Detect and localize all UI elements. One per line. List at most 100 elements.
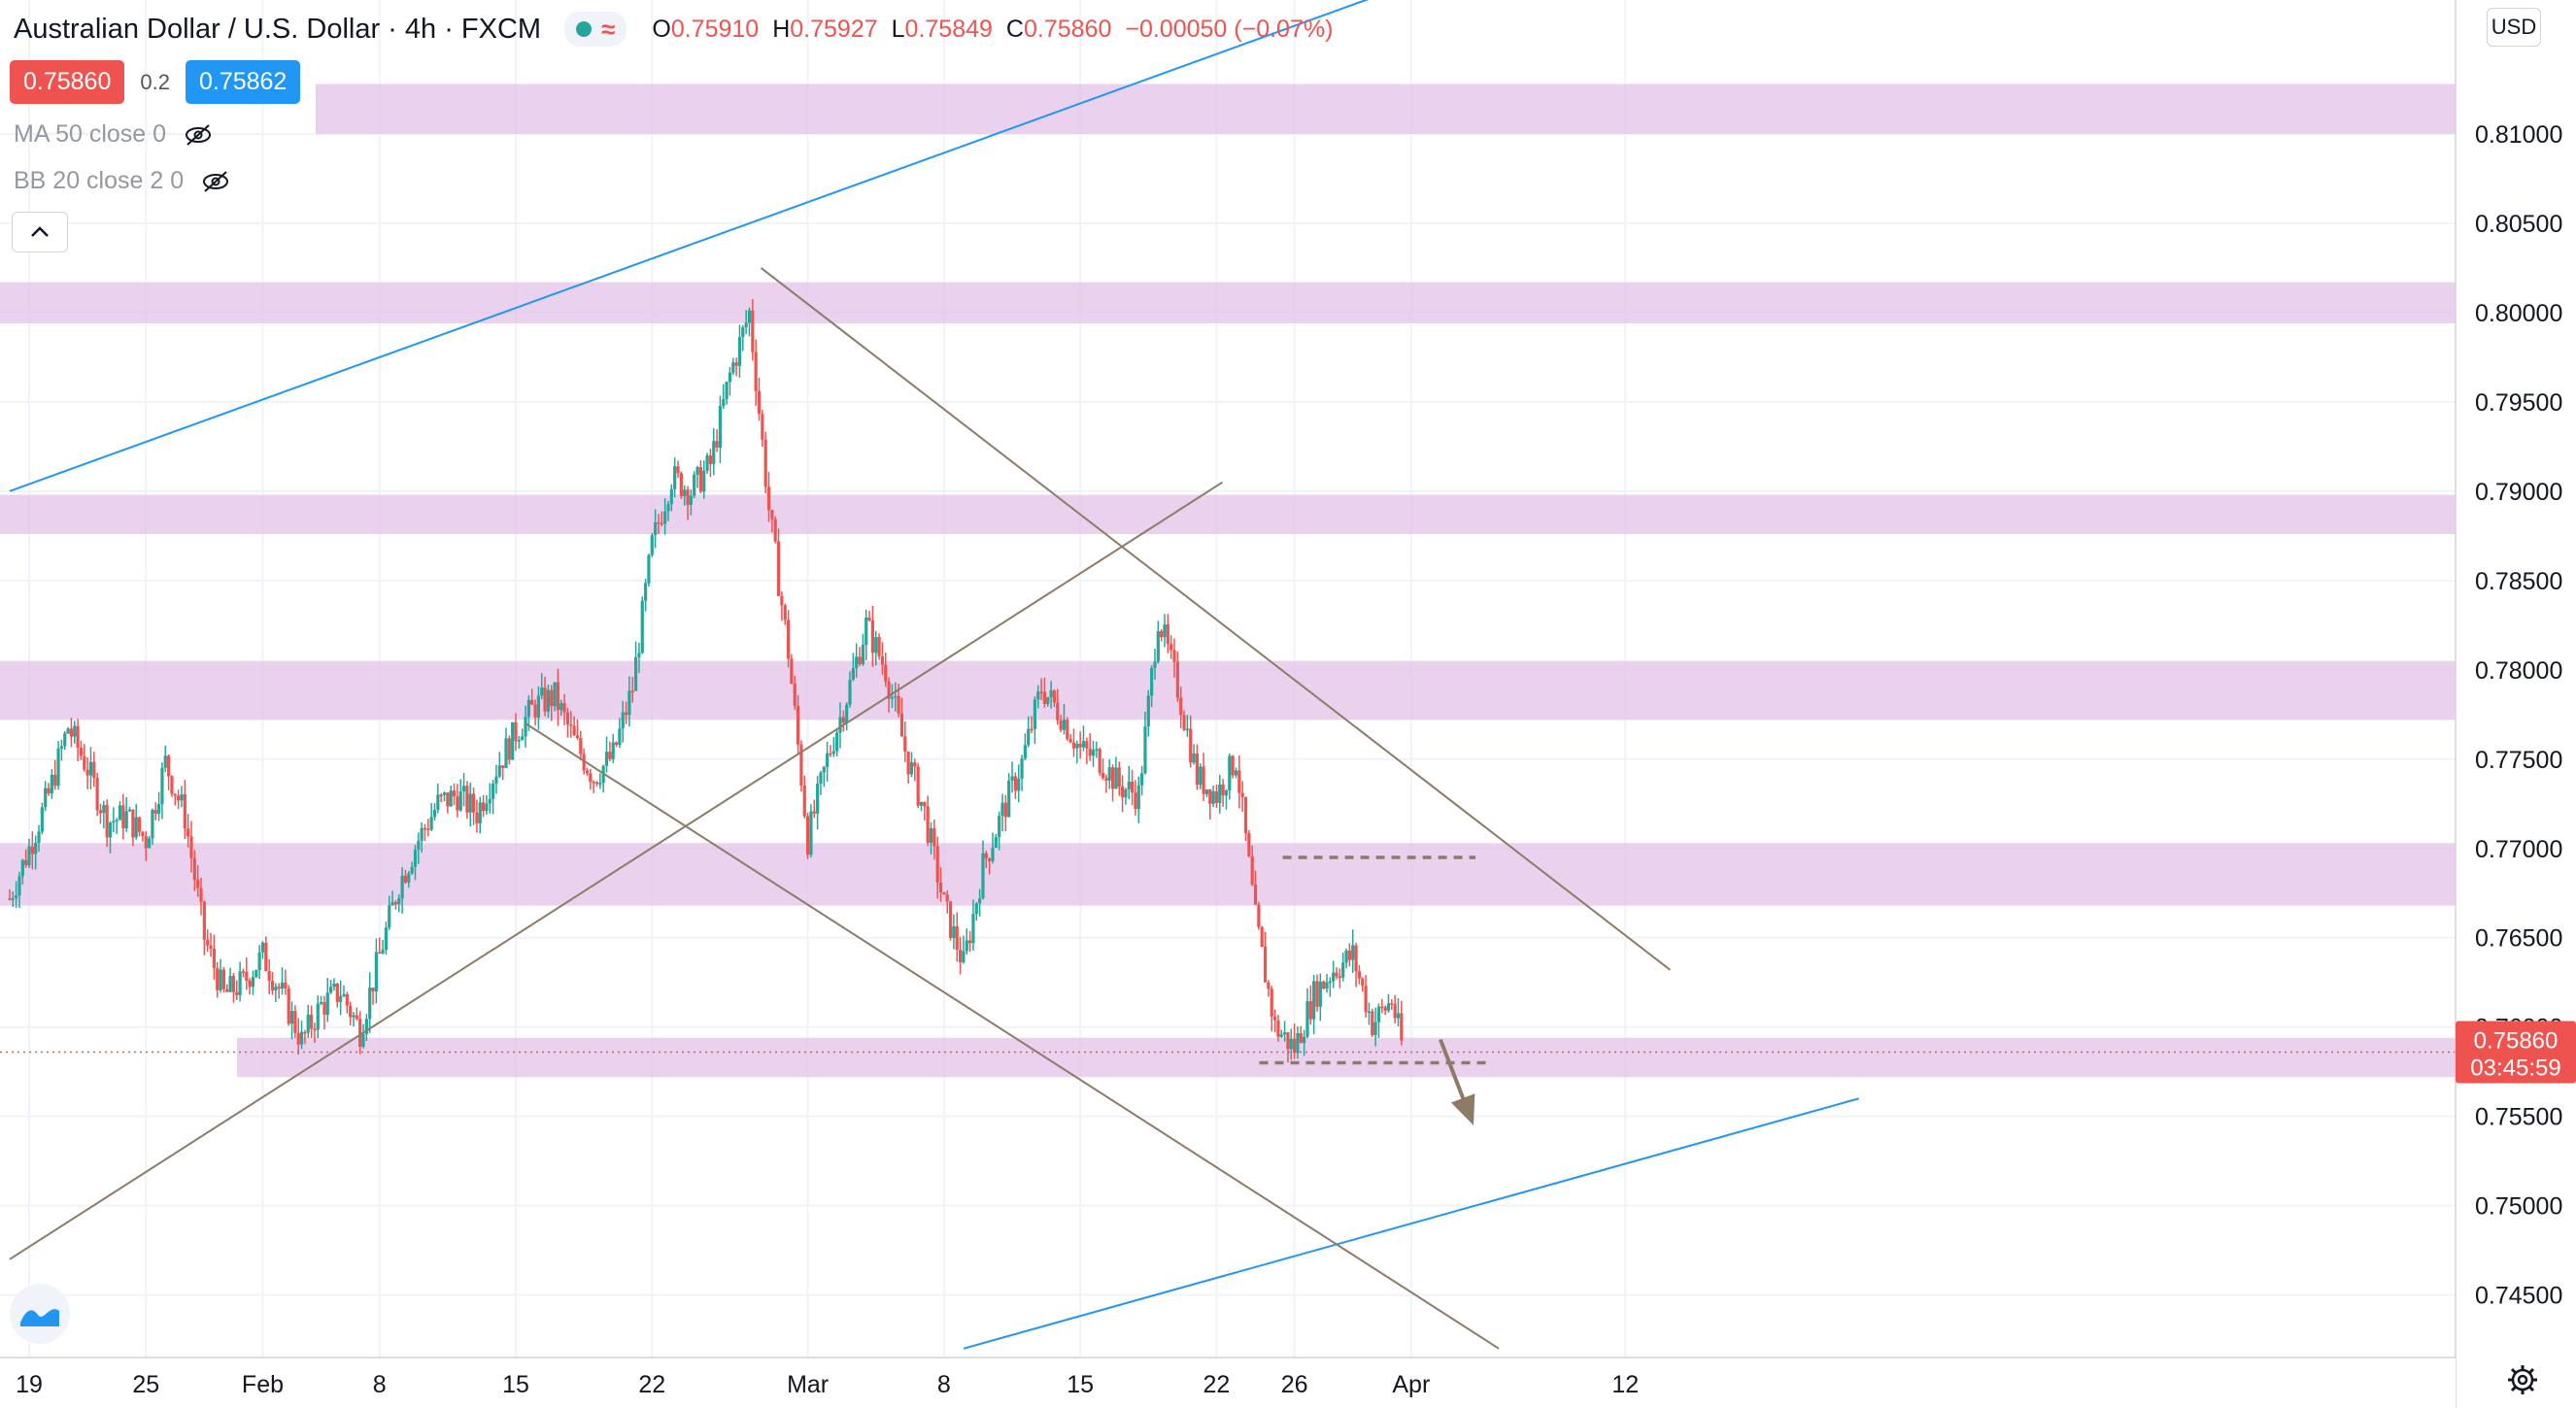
candle-body <box>521 736 525 741</box>
candle-body <box>410 866 414 874</box>
candle-body <box>1182 715 1186 730</box>
candle-body <box>770 510 774 520</box>
candle-body <box>488 798 491 804</box>
candle-body <box>413 850 418 867</box>
tradingview-logo[interactable] <box>10 1284 70 1344</box>
candle-body <box>186 828 190 837</box>
candle-body <box>303 1031 307 1034</box>
candle-body <box>429 817 433 830</box>
candle-body <box>621 712 625 729</box>
candle-body <box>364 1019 368 1034</box>
candle-body <box>1390 1003 1394 1005</box>
symbol-title[interactable]: Australian Dollar / U.S. Dollar · 4h · F… <box>14 13 542 45</box>
trend-line-lower-channel <box>963 1097 1860 1350</box>
candle-body <box>1179 697 1183 716</box>
candle-body <box>1062 720 1067 730</box>
candle-body <box>650 535 654 555</box>
candle-body <box>958 950 963 963</box>
candle-body <box>88 761 93 776</box>
candle-body <box>1153 661 1157 668</box>
candle-body <box>56 748 60 787</box>
candle-body <box>8 898 12 900</box>
candle-body <box>34 842 38 855</box>
candle-body <box>894 695 898 698</box>
x-tick-label: 26 <box>1281 1371 1308 1398</box>
candle-body <box>1286 1032 1290 1050</box>
spread-value: 0.2 <box>140 69 170 94</box>
candle-body <box>916 766 920 806</box>
candle-body <box>1052 690 1057 703</box>
candle-body <box>1017 778 1021 791</box>
candle-body <box>689 495 693 505</box>
candle-body <box>1066 720 1069 740</box>
candle-body <box>1068 739 1072 743</box>
candle-body <box>971 914 975 944</box>
candle-body <box>231 976 236 992</box>
candle-body <box>1263 946 1268 983</box>
gear-icon[interactable] <box>2506 1363 2539 1396</box>
candle-body <box>1400 1013 1404 1041</box>
candle-body <box>543 687 547 712</box>
candle-body <box>1136 785 1140 810</box>
candle-body <box>1335 972 1339 977</box>
x-tick-label: 22 <box>1203 1371 1231 1398</box>
y-tick-label: 0.75500 <box>2475 1104 2562 1131</box>
buy-button[interactable]: 0.75862 <box>185 60 301 104</box>
candle-body <box>1056 702 1060 721</box>
candle-body <box>1046 696 1050 704</box>
y-tick-label: 0.77000 <box>2475 836 2562 863</box>
candle-body <box>352 1015 356 1018</box>
candle-body <box>1308 1001 1312 1020</box>
eye-hidden-icon[interactable] <box>201 170 230 193</box>
candle-body <box>1131 781 1135 793</box>
candle-body <box>349 1005 353 1018</box>
candle-body <box>192 857 196 880</box>
candle-body <box>702 470 706 492</box>
candle-body <box>611 742 615 759</box>
candle-body <box>741 327 745 338</box>
candle-body <box>786 620 791 659</box>
candle-body <box>880 655 885 665</box>
y-tick-label: 0.80000 <box>2475 300 2562 327</box>
candle-body <box>11 898 15 900</box>
candle-body <box>170 776 174 794</box>
currency-button[interactable]: USD <box>2487 8 2541 47</box>
candle-body <box>1081 741 1086 748</box>
candle-body <box>1175 661 1179 698</box>
candle-body <box>945 894 949 902</box>
indicator-bb[interactable]: BB 20 close 2 0 <box>14 167 230 195</box>
candle-body <box>524 717 527 737</box>
eye-hidden-icon[interactable] <box>184 123 213 147</box>
candle-body <box>1332 972 1336 982</box>
candle-body <box>926 806 930 843</box>
candle-body <box>482 802 486 812</box>
candle-body <box>874 637 878 654</box>
candle-body <box>1095 749 1099 751</box>
candle-body <box>1221 784 1225 796</box>
collapse-legend-button[interactable] <box>12 212 68 252</box>
candle-body <box>1237 770 1241 793</box>
candle-body <box>1000 802 1004 817</box>
market-status[interactable]: ≈ <box>564 12 627 47</box>
zone-band <box>0 843 2456 906</box>
candle-body <box>1169 644 1173 651</box>
candle-body <box>465 786 469 813</box>
candle-body <box>102 805 106 814</box>
candle-body <box>491 783 495 799</box>
candle-body <box>335 983 339 1002</box>
candle-body <box>1270 989 1273 1017</box>
candle-body <box>66 728 70 734</box>
candle-body <box>754 352 758 391</box>
indicator-ma[interactable]: MA 50 close 0 <box>14 120 213 149</box>
candle-body <box>151 810 154 839</box>
candle-body <box>17 876 21 896</box>
candle-body <box>1367 1011 1372 1014</box>
candle-body <box>432 810 437 818</box>
x-tick-label: 15 <box>1067 1371 1094 1398</box>
candle-body <box>160 767 164 805</box>
sell-button[interactable]: 0.75860 <box>10 60 125 104</box>
candle-body <box>1140 773 1144 786</box>
y-tick-label: 0.77500 <box>2475 747 2562 774</box>
candle-body <box>1224 789 1229 796</box>
